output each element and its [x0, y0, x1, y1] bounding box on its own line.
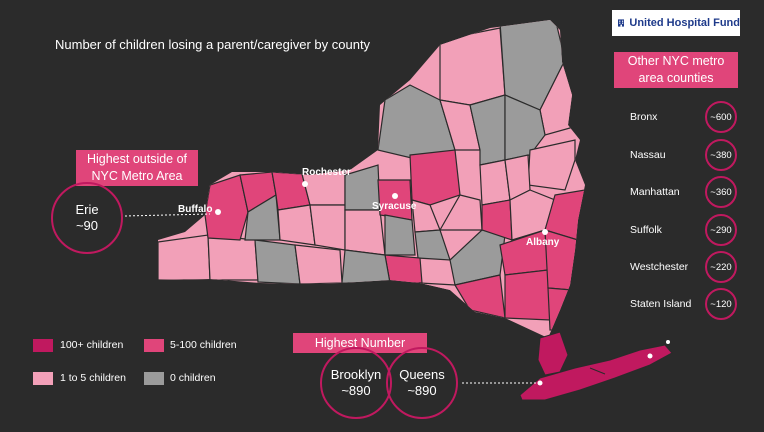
- metro-county-name: Staten Island: [630, 298, 692, 310]
- albany-dot: [542, 229, 548, 235]
- brooklyn-ring: Brooklyn ~890: [320, 347, 392, 419]
- metro-county-name: Nassau: [630, 149, 666, 161]
- queens-value: ~890: [407, 383, 437, 398]
- metro-county-value: ~360: [705, 176, 737, 208]
- legend-swatch-1-5: [33, 372, 53, 385]
- hospital-building-icon: [618, 19, 625, 27]
- erie-ring: Erie ~90: [51, 182, 123, 254]
- metro-county-value: ~290: [705, 214, 737, 246]
- other-metro-heading: Other NYC metro area counties: [614, 52, 738, 88]
- erie-county-name: Erie: [75, 202, 99, 217]
- queens-name: Queens: [399, 367, 445, 382]
- metro-county-name: Bronx: [630, 111, 658, 123]
- nyc-metro-region: [537, 331, 569, 376]
- legend-label-1-5: 1 to 5 children: [60, 372, 126, 384]
- metro-county-value: ~220: [705, 251, 737, 283]
- metro-county-name: Suffolk: [630, 224, 662, 236]
- brooklyn-name: Brooklyn: [330, 367, 382, 382]
- rochester-dot: [302, 181, 308, 187]
- map-title: Number of children losing a parent/careg…: [55, 37, 371, 52]
- metro-county-value: ~120: [705, 288, 737, 320]
- buffalo-dot: [215, 209, 221, 215]
- metro-county-name: Westchester: [630, 261, 689, 273]
- metro-county-name: Manhattan: [630, 186, 680, 198]
- brooklyn-value: ~890: [341, 383, 371, 398]
- syracuse-dot: [392, 193, 398, 199]
- city-rochester: Rochester: [302, 167, 351, 178]
- highest-number-heading: Highest Number: [293, 333, 427, 353]
- logo-text: United Hospital Fund: [629, 17, 740, 29]
- queens-ring: Queens ~890: [386, 347, 458, 419]
- legend-swatch-5-100: [144, 339, 164, 352]
- erie-leader-line: [124, 213, 211, 217]
- legend-swatch-100-plus: [33, 339, 53, 352]
- metro-county-value: ~600: [705, 101, 737, 133]
- united-hospital-fund-logo: United Hospital Fund: [612, 10, 740, 36]
- erie-value: ~90: [75, 218, 99, 233]
- city-buffalo: Buffalo: [178, 204, 212, 215]
- legend-label-5-100: 5-100 children: [170, 339, 237, 351]
- metro-county-value: ~380: [705, 139, 737, 171]
- legend-swatch-0: [144, 372, 164, 385]
- highest-outside-heading: Highest outside of NYC Metro Area: [76, 150, 198, 186]
- city-syracuse: Syracuse: [372, 201, 417, 212]
- long-island-region: [519, 344, 673, 401]
- legend-label-0: 0 children: [170, 372, 216, 384]
- city-albany: Albany: [526, 237, 560, 248]
- legend-label-100-plus: 100+ children: [60, 339, 124, 351]
